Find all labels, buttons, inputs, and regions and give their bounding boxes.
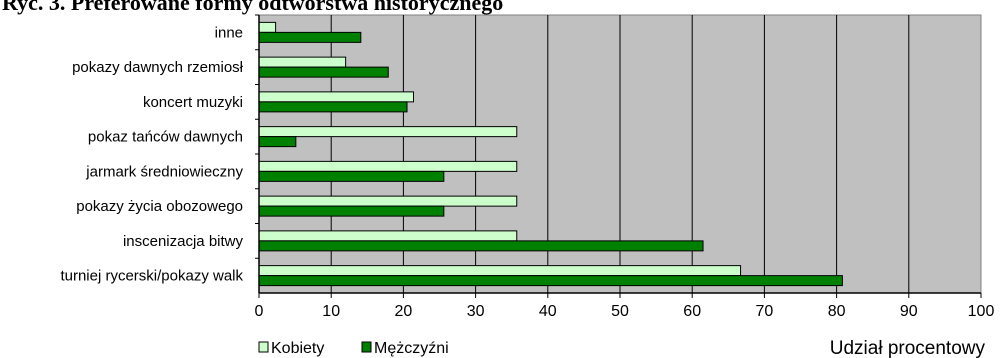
x-tick-label: 50 — [611, 303, 629, 320]
category-label: pokazy dawnych rzemiosł — [72, 59, 244, 76]
bar-mezczyzni — [258, 205, 445, 217]
x-tick-label: 60 — [683, 303, 701, 320]
bar-mezczyzni — [258, 240, 704, 252]
x-axis-title: Udział procentowy — [830, 338, 986, 358]
bar-kobiety — [258, 56, 347, 68]
legend: Kobiety Mężczyźni — [258, 340, 449, 357]
x-tick-label: 30 — [467, 303, 485, 320]
x-tick-label: 100 — [968, 303, 995, 320]
legend-swatch — [361, 341, 372, 353]
category-labels: inne pokazy dawnych rzemiosł koncert muzyk… — [60, 24, 243, 284]
category-label: pokazy życia obozowego — [76, 198, 243, 215]
bar-mezczyzni — [258, 136, 297, 148]
x-tick-label: 80 — [828, 303, 846, 320]
legend-label: Kobiety — [271, 340, 324, 357]
category-label: turniej rycerski/pokazy walk — [60, 268, 243, 285]
bar-kobiety — [258, 91, 415, 103]
category-label: koncert muzyki — [143, 94, 243, 111]
bar-kobiety — [258, 265, 742, 277]
bar-mezczyzni — [258, 275, 843, 287]
category-label: inne — [215, 24, 243, 41]
bar-kobiety — [258, 160, 518, 172]
legend-label: Mężczyźni — [374, 340, 449, 357]
x-tick-label: 0 — [255, 303, 264, 320]
bar-kobiety — [258, 126, 518, 138]
x-tick-label: 70 — [756, 303, 774, 320]
legend-swatch — [258, 341, 269, 353]
x-tick-label: 10 — [322, 303, 340, 320]
bar-mezczyzni — [258, 101, 408, 113]
x-tick-label: 20 — [395, 303, 413, 320]
category-label: pokaz tańców dawnych — [88, 129, 243, 146]
bar-kobiety — [258, 195, 518, 207]
bar-kobiety — [258, 21, 277, 33]
category-label: jarmark średniowieczny — [85, 163, 243, 180]
bar-mezczyzni — [258, 31, 362, 43]
chart-title: Ryc. 3. Preferowane formy odtwórstwa his… — [2, 0, 503, 15]
x-tick-label: 40 — [539, 303, 557, 320]
x-axis-ticks: 0 10 20 30 40 50 60 70 80 90 100 — [255, 293, 995, 320]
bar-kobiety — [258, 230, 518, 242]
category-label: inscenizacja bitwy — [123, 233, 244, 250]
bars — [255, 14, 843, 287]
bar-mezczyzni — [258, 170, 445, 182]
x-tick-label: 90 — [900, 303, 918, 320]
bar-mezczyzni — [258, 66, 389, 78]
